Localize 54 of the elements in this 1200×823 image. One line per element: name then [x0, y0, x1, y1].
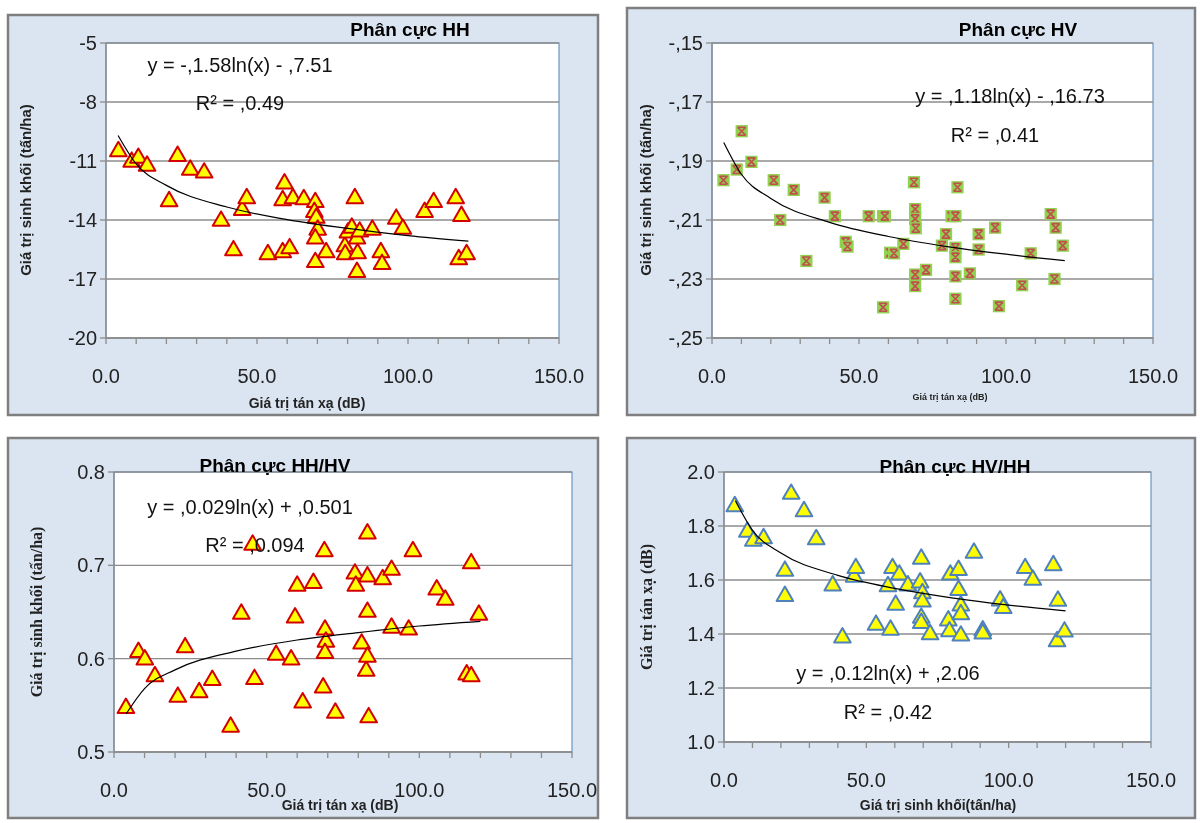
y-tick-label: 1.0 [687, 731, 715, 753]
y-tick-label: -,25 [668, 327, 703, 349]
y-axis-title: Giá trị sinh khối (tấn/ha) [27, 526, 46, 698]
y-tick-label: -5 [79, 32, 97, 54]
x-tick-label: 100.0 [382, 365, 434, 387]
x-tick-label: 50.0 [839, 365, 879, 387]
x-tick-label: 100.0 [983, 769, 1034, 791]
x-tick-label: 0.0 [100, 779, 128, 801]
annotation: R² = ,0.41 [950, 124, 1040, 146]
x-tick-label: 50.0 [846, 769, 886, 791]
y-tick-label: 0.5 [77, 741, 105, 763]
y-tick-label: 1.8 [687, 515, 715, 537]
y-tick-label: -17 [68, 268, 97, 290]
x-tick-label: 150.0 [533, 365, 585, 387]
y-tick-label: 0.6 [77, 647, 105, 670]
y-tick-label: -,15 [668, 32, 703, 54]
x-tick-label: 0.0 [710, 769, 738, 791]
y-axis-title: Giá trị sinh khối (tấn/ha) [17, 104, 35, 276]
x-axis-title: Giá trị sinh khối(tấn/ha) [859, 797, 1017, 813]
x-axis-title: Giá trị tán xạ (dB) [248, 395, 366, 411]
y-axis-title: Giá trị tán xạ (dB) [637, 543, 656, 671]
annotation: y = ,0.029ln(x) + ,0.501 [147, 496, 353, 518]
x-tick-label: 150.0 [1125, 769, 1177, 791]
annotation: R² = ,0.49 [195, 92, 285, 114]
y-tick-label: -,23 [668, 268, 703, 290]
y-tick-label: 0.8 [77, 461, 105, 483]
x-tick-label: 0.0 [92, 365, 120, 387]
y-axis-title: Giá trị sinh khối (tấn/ha) [637, 104, 655, 276]
y-tick-label: -8 [79, 91, 97, 113]
y-tick-label: 1.4 [687, 623, 715, 645]
y-tick-label: 1.6 [687, 569, 715, 591]
y-tick-label: 2.0 [687, 461, 715, 483]
y-tick-label: -11 [69, 150, 97, 172]
x-axis-title: Giá trị tán xạ (dB) [912, 392, 988, 402]
y-tick-label: 1.2 [687, 677, 715, 699]
x-tick-label: 150.0 [546, 779, 598, 801]
annotation: y = ,0.12ln(x) + ,2.06 [796, 662, 980, 684]
chart-title: Phân cực HH [350, 19, 470, 40]
x-tick-label: 50.0 [237, 365, 277, 387]
annotation: R² = ,0.42 [843, 701, 933, 723]
y-tick-label: 0.7 [77, 554, 105, 577]
y-tick-label: -14 [68, 209, 97, 231]
y-tick-label: -,21 [668, 209, 703, 231]
x-tick-label: 100.0 [980, 365, 1032, 387]
x-tick-label: 150.0 [1127, 365, 1179, 387]
annotation: y = ,1.18ln(x) - ,16.73 [915, 85, 1105, 107]
chart-title: Phân cực HV [958, 19, 1078, 40]
y-tick-label: -,19 [668, 150, 703, 172]
y-tick-label: -,17 [668, 91, 703, 113]
x-tick-label: 0.0 [698, 365, 726, 387]
chart-title: Phân cực HV/HH [879, 456, 1031, 477]
annotation: y = -,1.58ln(x) - ,7.51 [147, 54, 333, 76]
y-tick-label: -20 [68, 327, 97, 349]
chart-title: Phân cực HH/HV [199, 455, 351, 476]
